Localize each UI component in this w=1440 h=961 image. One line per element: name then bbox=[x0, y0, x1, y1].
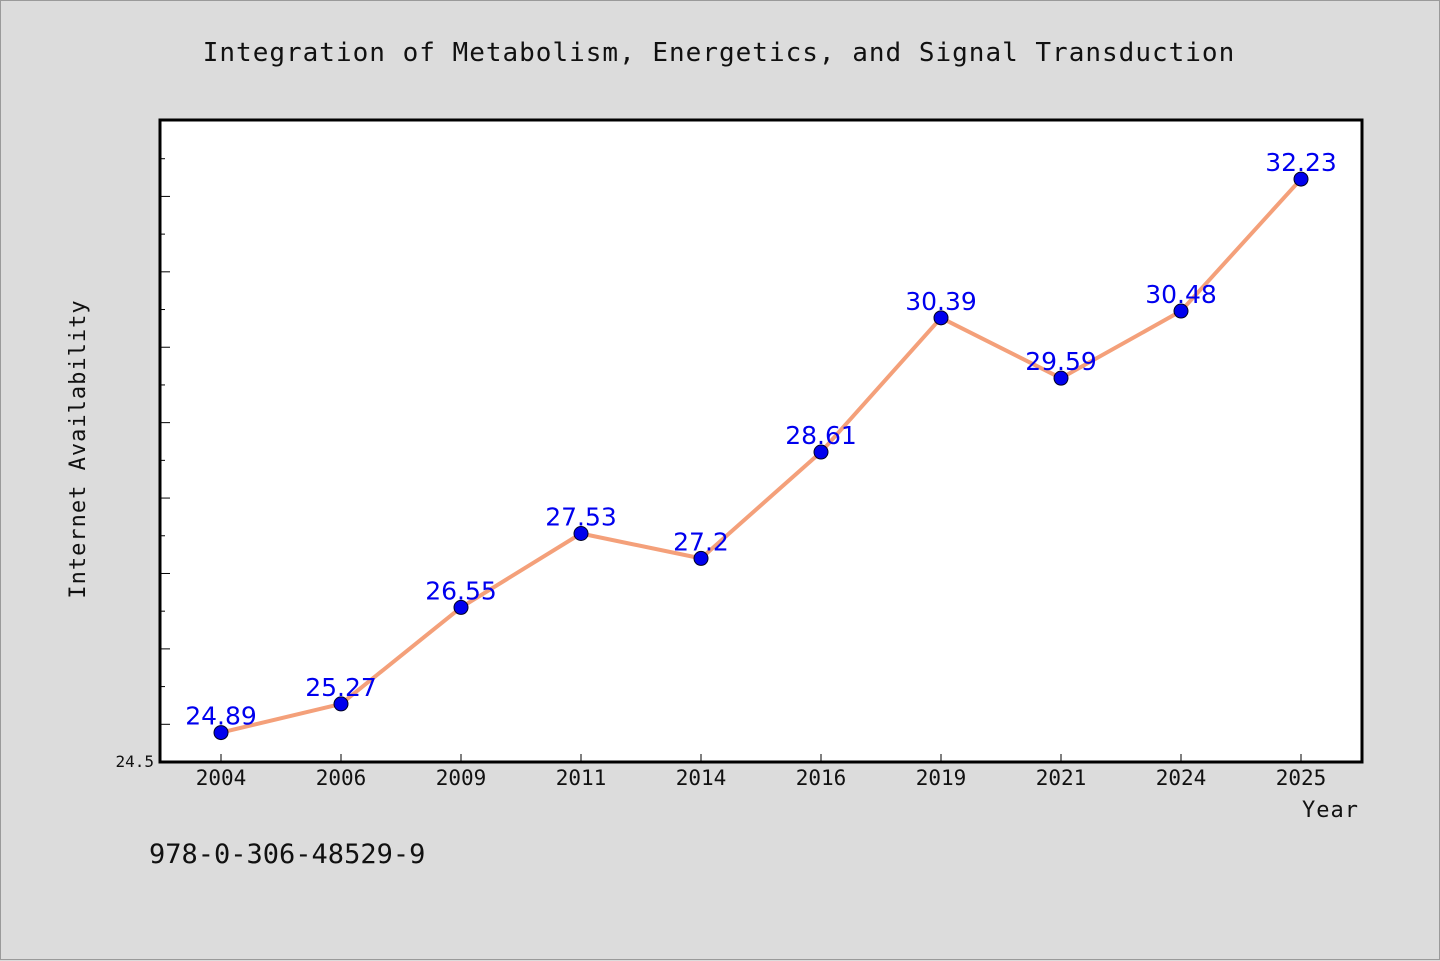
data-point bbox=[813, 444, 829, 460]
data-label: 25.27 bbox=[305, 673, 377, 702]
y-tick-label: 24.5 bbox=[115, 752, 154, 771]
footnote-isbn: 978-0-306-48529-9 bbox=[149, 839, 425, 870]
x-tick-label: 2009 bbox=[436, 766, 487, 790]
series-layer bbox=[213, 171, 1309, 741]
data-label: 28.61 bbox=[785, 421, 857, 450]
x-tick-label: 2019 bbox=[916, 766, 967, 790]
data-label: 24.89 bbox=[185, 702, 257, 731]
x-axis-ticks: 2004 2006 2009 2011 2014 2016 2019 2021 2024 2025 bbox=[196, 754, 1327, 790]
x-tick-label: 2025 bbox=[1276, 766, 1327, 790]
data-labels: 24.89 25.27 26.55 27.53 27.2 28.61 30.39 29.59 3… bbox=[185, 148, 1337, 731]
x-tick-label: 2021 bbox=[1036, 766, 1087, 790]
data-point bbox=[333, 696, 349, 712]
data-point bbox=[573, 526, 589, 542]
x-tick-label: 2024 bbox=[1156, 766, 1207, 790]
data-point bbox=[693, 550, 709, 566]
data-point bbox=[213, 725, 229, 741]
chart-title: Integration of Metabolism, Energetics, a… bbox=[203, 38, 1236, 68]
x-tick-label: 2004 bbox=[196, 766, 247, 790]
data-point bbox=[453, 599, 469, 615]
data-label: 26.55 bbox=[425, 576, 497, 605]
x-tick-label: 2016 bbox=[796, 766, 847, 790]
data-point bbox=[1293, 171, 1309, 187]
x-tick-label: 2006 bbox=[316, 766, 367, 790]
data-label: 32.23 bbox=[1265, 148, 1337, 177]
plot-area bbox=[158, 118, 1364, 764]
data-point bbox=[933, 310, 949, 326]
data-label: 27.53 bbox=[545, 503, 617, 532]
y-axis-ticks: 24.5 bbox=[115, 120, 170, 771]
x-tick-label: 2014 bbox=[676, 766, 727, 790]
x-tick-label: 2011 bbox=[556, 766, 607, 790]
data-label: 27.2 bbox=[673, 527, 729, 556]
data-point bbox=[1053, 370, 1069, 386]
series-line bbox=[220, 177, 1303, 735]
data-label: 29.59 bbox=[1025, 347, 1097, 376]
y-axis-title: Internet Availability bbox=[66, 299, 91, 598]
data-point bbox=[1173, 303, 1189, 319]
x-axis-title: Year bbox=[1302, 798, 1359, 823]
data-label: 30.48 bbox=[1145, 280, 1217, 309]
data-label: 30.39 bbox=[905, 287, 977, 316]
